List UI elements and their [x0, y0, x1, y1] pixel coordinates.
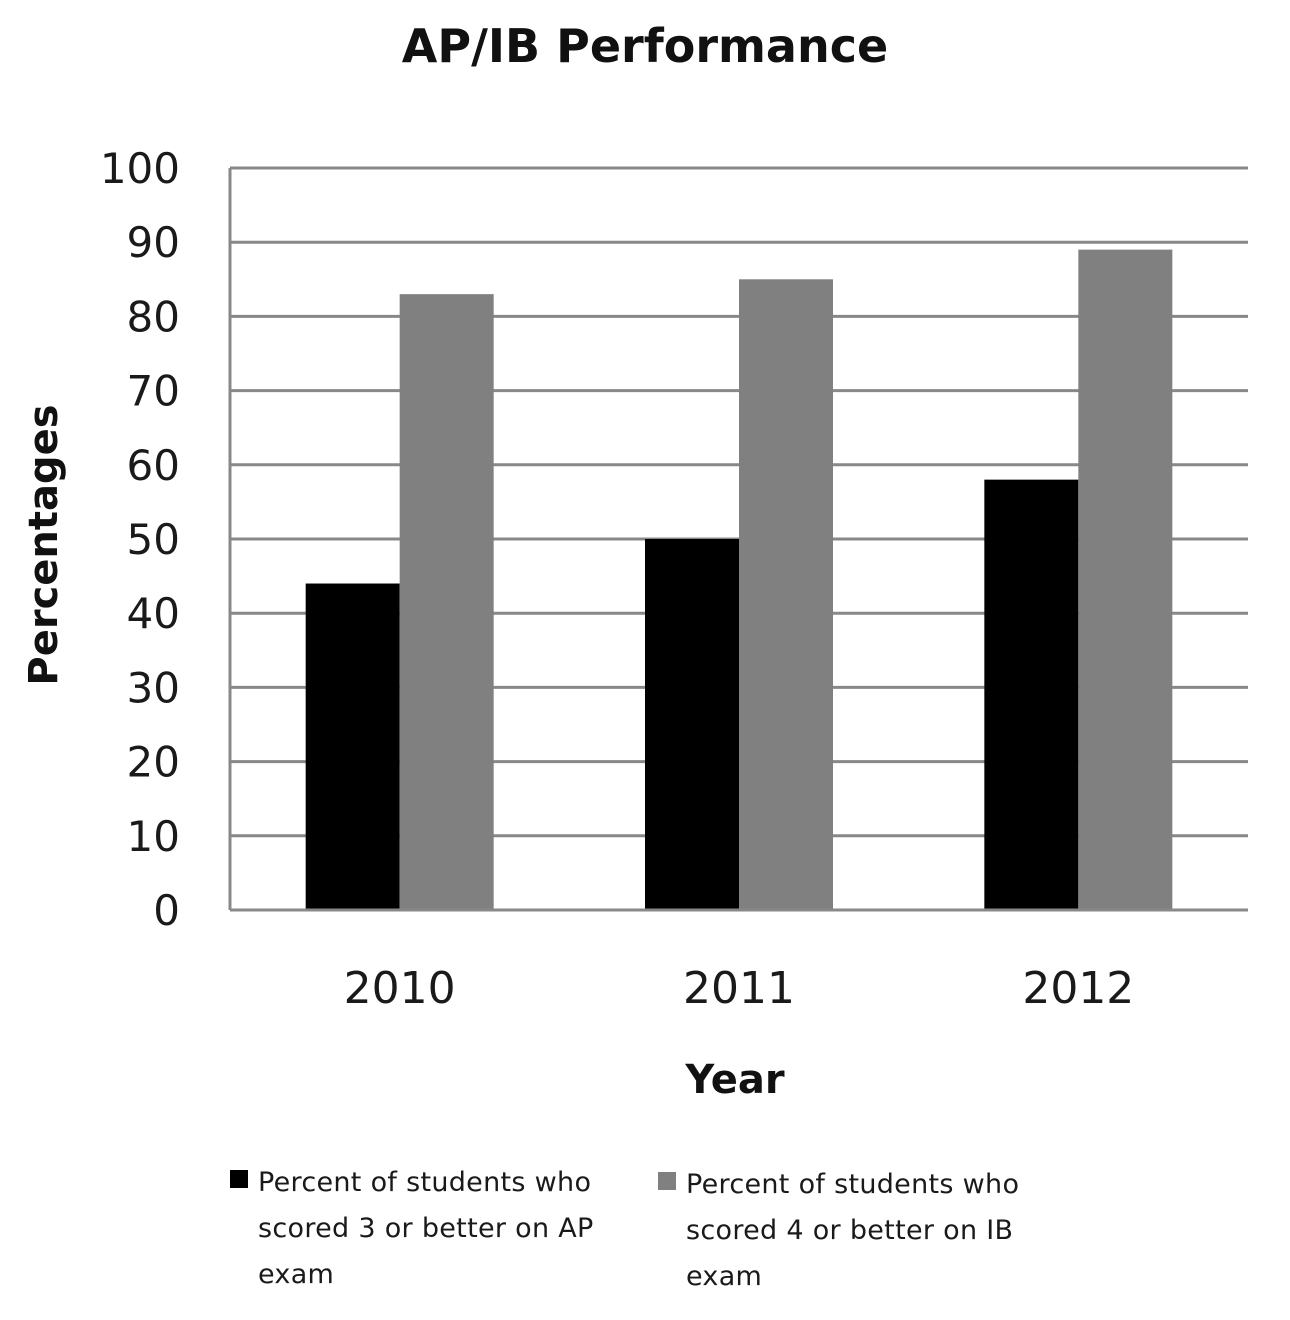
legend-item-ap: Percent of students who scored 3 or bett… [230, 1160, 638, 1298]
legend-label-ib: Percent of students who scored 4 or bett… [686, 1169, 1020, 1292]
y-tick-label: 0 [153, 886, 180, 935]
legend-label-ap: Percent of students who scored 3 or bett… [258, 1167, 594, 1290]
legend-swatch-ap [230, 1170, 248, 1188]
chart-title: AP/IB Performance [402, 19, 888, 73]
legend-item-ib: Percent of students who scored 4 or bett… [658, 1162, 1066, 1300]
bar-2012-series-2 [1078, 249, 1173, 910]
y-tick-label: 50 [127, 515, 180, 564]
legend-swatch-ib [658, 1172, 676, 1190]
y-tick-label: 30 [127, 663, 180, 712]
bar-2011-series-1 [645, 539, 739, 910]
y-axis-label: Percentages [21, 404, 67, 685]
x-tick-label-2012: 2012 [1022, 963, 1134, 1014]
y-tick-label: 40 [127, 589, 180, 638]
bar-2012-series-1 [984, 479, 1079, 910]
bars [305, 249, 1173, 910]
axes [228, 168, 1248, 912]
y-tick-labels: 0 10 20 30 40 50 60 70 80 90 100 [100, 144, 180, 935]
x-axis-label: Year [684, 1057, 784, 1103]
bar-2011-series-2 [739, 279, 833, 910]
y-tick-label: 80 [127, 292, 180, 341]
y-tick-label: 70 [127, 367, 180, 416]
bar-2010-series-1 [305, 583, 400, 910]
y-tick-label: 60 [127, 441, 180, 490]
y-tick-label: 90 [127, 218, 180, 267]
bar-2010-series-2 [399, 294, 494, 910]
y-tick-label: 20 [127, 738, 180, 787]
x-tick-label-2011: 2011 [683, 963, 795, 1014]
x-tick-label-2010: 2010 [344, 963, 456, 1014]
y-tick-label: 100 [100, 144, 180, 193]
x-tick-labels: 2010 2011 2012 [344, 963, 1135, 1014]
y-tick-label: 10 [127, 812, 180, 861]
